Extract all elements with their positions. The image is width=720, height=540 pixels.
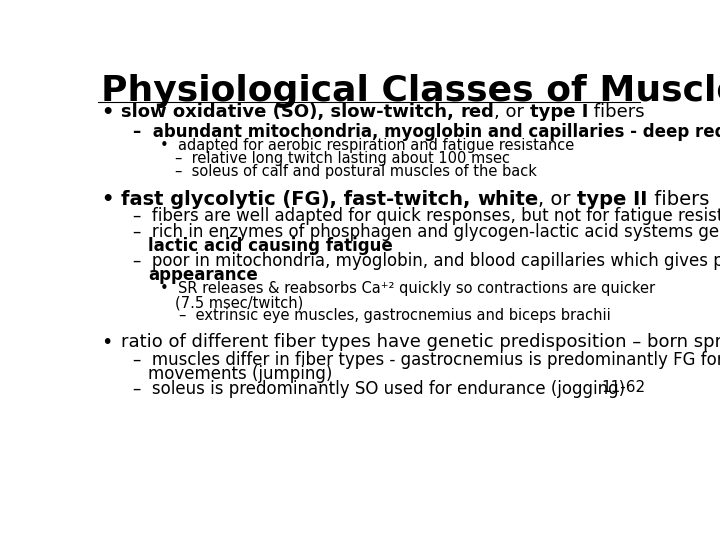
Text: fast glycolytic (FG), fast-twitch,: fast glycolytic (FG), fast-twitch, — [121, 190, 477, 208]
Text: –  muscles differ in fiber types - gastrocnemius is predominantly FG for quick: – muscles differ in fiber types - gastro… — [132, 351, 720, 369]
Text: –  soleus is predominantly SO used for endurance (jogging): – soleus is predominantly SO used for en… — [132, 381, 625, 399]
Text: Physiological Classes of Muscle  Fibers: Physiological Classes of Muscle Fibers — [101, 74, 720, 108]
Text: fibers: fibers — [647, 190, 709, 208]
Text: white: white — [477, 190, 539, 208]
Text: –  relative long twitch lasting about 100 msec: – relative long twitch lasting about 100… — [175, 151, 510, 166]
Text: ratio of different fiber types have genetic predisposition – born sprinter: ratio of different fiber types have gene… — [121, 333, 720, 351]
Text: slow oxidative (SO), slow-twitch,: slow oxidative (SO), slow-twitch, — [121, 103, 460, 122]
Text: , or: , or — [539, 190, 577, 208]
Text: type I: type I — [530, 103, 588, 122]
Text: 11-62: 11-62 — [601, 381, 646, 395]
Text: –  abundant mitochondria, myoglobin and capillaries - deep red color: – abundant mitochondria, myoglobin and c… — [132, 123, 720, 140]
Text: appearance: appearance — [148, 266, 258, 284]
Text: –  soleus of calf and postural muscles of the back: – soleus of calf and postural muscles of… — [175, 164, 537, 179]
Text: –  extrinsic eye muscles, gastrocnemius and biceps brachii: – extrinsic eye muscles, gastrocnemius a… — [179, 308, 611, 323]
Text: , or: , or — [494, 103, 530, 122]
Text: –  fibers are well adapted for quick responses, but not for fatigue resistance: – fibers are well adapted for quick resp… — [132, 207, 720, 225]
Text: red: red — [460, 103, 494, 122]
Text: lactic acid causing fatigue: lactic acid causing fatigue — [148, 237, 393, 254]
Text: type II: type II — [577, 190, 647, 208]
Text: fibers: fibers — [588, 103, 644, 122]
Text: movements (jumping): movements (jumping) — [148, 365, 333, 383]
Text: –  poor in mitochondria, myoglobin, and blood capillaries which gives pale: – poor in mitochondria, myoglobin, and b… — [132, 252, 720, 270]
Text: •: • — [101, 103, 113, 122]
Text: (7.5 msec/twitch): (7.5 msec/twitch) — [175, 295, 304, 310]
Text: •  adapted for aerobic respiration and fatigue resistance: • adapted for aerobic respiration and fa… — [160, 138, 574, 153]
Text: •: • — [101, 190, 113, 208]
Text: •  SR releases & reabsorbs Ca⁺² quickly so contractions are quicker: • SR releases & reabsorbs Ca⁺² quickly s… — [160, 281, 655, 296]
Text: –  rich in enzymes of phosphagen and glycogen-lactic acid systems generate: – rich in enzymes of phosphagen and glyc… — [132, 222, 720, 241]
Text: •: • — [101, 333, 112, 352]
